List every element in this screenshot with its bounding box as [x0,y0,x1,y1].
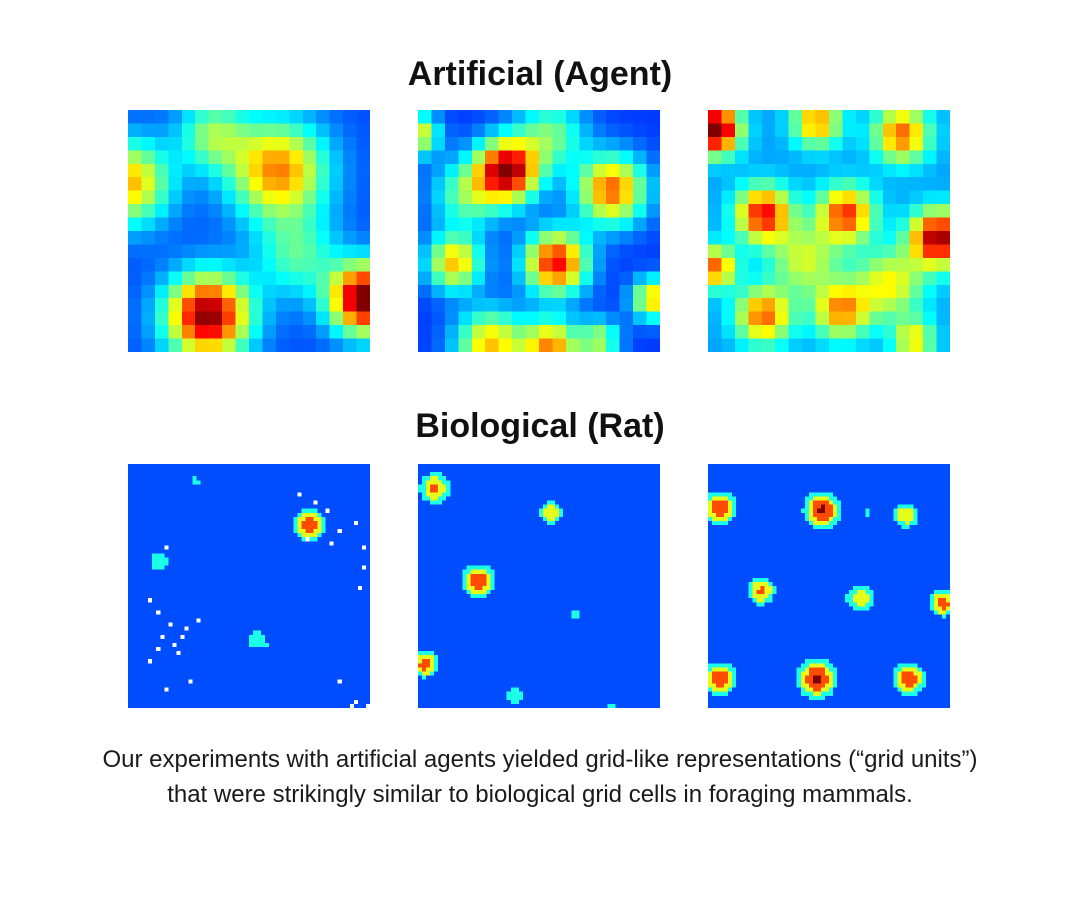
caption-text: Our experiments with artificial agents y… [102,746,978,808]
agent-ratemap-3 [708,110,950,352]
section-title-artificial: Artificial (Agent) [407,55,673,93]
rat-ratemap-row [0,464,1080,708]
agent-ratemap-1 [128,110,370,352]
rat-ratemap-1 [128,464,370,708]
rat-ratemap-3 [708,464,950,708]
rat-ratemap-2 [418,464,660,708]
section-title-biological: Biological (Rat) [415,407,665,445]
agent-ratemap-2 [418,110,660,352]
agent-ratemap-row [0,110,1080,352]
